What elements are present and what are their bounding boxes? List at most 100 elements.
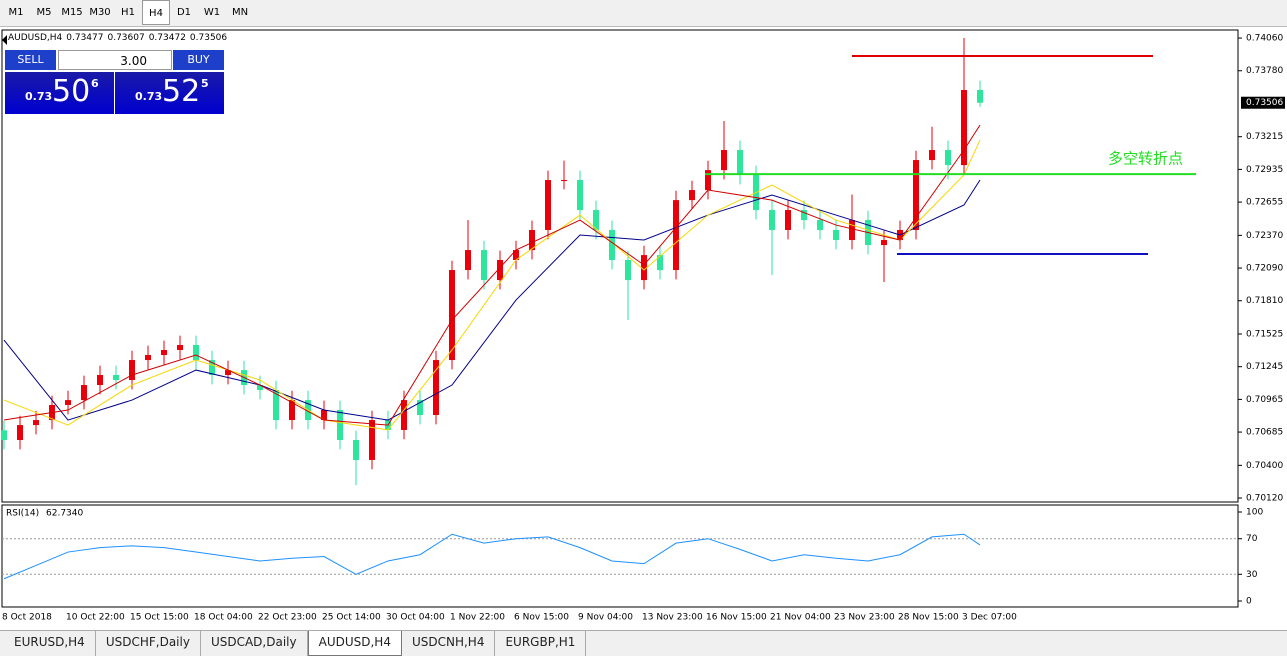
candle-body bbox=[497, 259, 503, 281]
candle-body bbox=[689, 190, 695, 201]
candle-body bbox=[257, 385, 263, 391]
candle-body bbox=[177, 344, 183, 350]
symbol-tab[interactable]: USDCAD,Daily bbox=[201, 631, 308, 656]
y-tick-label: 0 bbox=[1246, 597, 1252, 607]
timeframe-button[interactable]: M30 bbox=[89, 7, 111, 18]
ohlc-value: 0.73506 bbox=[189, 33, 228, 43]
y-tick-label: 0.72935 bbox=[1246, 165, 1283, 175]
y-tick-label: 30 bbox=[1246, 570, 1258, 580]
timeframe-button[interactable]: M15 bbox=[61, 7, 83, 18]
candle-body bbox=[593, 210, 599, 230]
symbol-tab[interactable]: USDCHF,Daily bbox=[96, 631, 201, 656]
timeframe-button[interactable]: W1 bbox=[203, 7, 221, 18]
candle-body bbox=[65, 400, 71, 405]
symbol-tab[interactable]: AUDUSD,H4 bbox=[307, 631, 402, 656]
candle-body bbox=[737, 150, 743, 175]
current-price-label: 0.73506 bbox=[1246, 98, 1283, 108]
x-tick-label: 9 Nov 04:00 bbox=[578, 613, 633, 623]
candle-body bbox=[145, 355, 151, 361]
candle-body bbox=[113, 374, 119, 381]
header-marker bbox=[2, 35, 7, 45]
candle-body bbox=[625, 259, 631, 281]
candle-body bbox=[849, 220, 855, 241]
ask-big: 0.73 bbox=[135, 90, 163, 103]
candle-body bbox=[641, 255, 647, 281]
symbol-tabs: EURUSD,H4 USDCHF,Daily USDCAD,Daily AUDUSD,… bbox=[0, 630, 1287, 656]
x-tick-label: 6 Nov 15:00 bbox=[514, 613, 569, 623]
candle-body bbox=[1, 430, 7, 441]
x-tick-label: 16 Nov 15:00 bbox=[706, 613, 767, 623]
y-tick-label: 0.71525 bbox=[1246, 330, 1283, 340]
ohlc-value: 0.73607 bbox=[107, 33, 145, 43]
y-tick-label: 0.72370 bbox=[1246, 231, 1283, 241]
ohlc-value: 0.73477 bbox=[66, 33, 104, 43]
y-tick-label: 0.70965 bbox=[1246, 395, 1283, 405]
y-tick-label: 0.72655 bbox=[1246, 198, 1283, 208]
x-tick-label: 3 Dec 07:00 bbox=[962, 613, 1017, 623]
y-tick-label: 0.70400 bbox=[1246, 461, 1283, 471]
candle-body bbox=[225, 370, 231, 375]
candle-body bbox=[337, 410, 343, 441]
candle-body bbox=[801, 210, 807, 221]
moving-average bbox=[3, 124, 981, 426]
y-tick-label: 0.71810 bbox=[1246, 296, 1283, 306]
ohlc-value: 0.73472 bbox=[148, 33, 186, 43]
candle-body bbox=[353, 440, 359, 460]
rsi-panel bbox=[1, 504, 1239, 608]
lots-input[interactable]: 3.00 bbox=[58, 50, 172, 70]
candle-body bbox=[481, 250, 487, 281]
timeframe-button[interactable]: M1 bbox=[8, 7, 24, 18]
candle-body bbox=[705, 170, 711, 191]
candle-body bbox=[513, 250, 519, 260]
ask-sup: 5 bbox=[201, 77, 209, 90]
chart: 0.74060 0.73780 0.73215 0.72935 0.72655 0.723… bbox=[1, 29, 1285, 623]
ask-main: 52 bbox=[162, 74, 201, 109]
y-tick-label: 0.73215 bbox=[1246, 132, 1283, 142]
candle-body bbox=[433, 360, 439, 416]
candle-body bbox=[33, 420, 39, 426]
candle-body bbox=[193, 344, 199, 361]
candle-body bbox=[465, 250, 471, 271]
sell-button[interactable]: SELL bbox=[5, 50, 56, 70]
candle-body bbox=[721, 150, 727, 171]
candle-body bbox=[929, 150, 935, 161]
candle-body bbox=[17, 425, 23, 441]
candle-body bbox=[673, 200, 679, 271]
candle-body bbox=[545, 180, 551, 230]
candle-body bbox=[209, 360, 215, 375]
candle-body bbox=[417, 400, 423, 416]
symbol-tab[interactable]: EURUSD,H4 bbox=[4, 631, 96, 656]
bid-quote[interactable]: 0.73 50 6 bbox=[5, 72, 114, 114]
candle-body bbox=[529, 229, 535, 251]
x-tick-label: 10 Oct 22:00 bbox=[66, 613, 125, 623]
symbol-tab[interactable]: EURGBP,H1 bbox=[495, 631, 587, 656]
x-tick-label: 21 Nov 04:00 bbox=[770, 613, 831, 623]
symbol-tab[interactable]: USDCNH,H4 bbox=[402, 631, 496, 656]
y-tick-label: 0.73780 bbox=[1246, 66, 1283, 76]
x-tick-label: 1 Nov 22:00 bbox=[450, 613, 505, 623]
ask-quote[interactable]: 0.73 52 5 bbox=[115, 72, 224, 114]
y-tick-label: 100 bbox=[1246, 508, 1263, 518]
timeframe-button[interactable]: H4 bbox=[142, 0, 170, 25]
x-tick-label: 25 Oct 14:00 bbox=[322, 613, 381, 623]
candle-body bbox=[369, 420, 375, 460]
candle-body bbox=[833, 229, 839, 241]
timeframe-button[interactable]: D1 bbox=[176, 7, 192, 18]
candle-body bbox=[785, 210, 791, 230]
candle-body bbox=[273, 390, 279, 421]
candle-body bbox=[577, 180, 583, 211]
buy-button[interactable]: BUY bbox=[173, 50, 224, 70]
candle-body bbox=[289, 400, 295, 421]
moving-average bbox=[3, 139, 981, 431]
candle-body bbox=[561, 180, 567, 182]
candle-body bbox=[401, 400, 407, 430]
candle-body bbox=[449, 270, 455, 361]
y-tick-label: 0.74060 bbox=[1246, 34, 1283, 44]
candle-body bbox=[321, 410, 327, 421]
timeframe-button[interactable]: H1 bbox=[121, 7, 135, 18]
candle-body bbox=[81, 385, 87, 401]
timeframe-button[interactable]: MN bbox=[231, 7, 249, 18]
y-tick-label: 0.71245 bbox=[1246, 362, 1283, 372]
timeframe-button[interactable]: M5 bbox=[36, 7, 52, 18]
